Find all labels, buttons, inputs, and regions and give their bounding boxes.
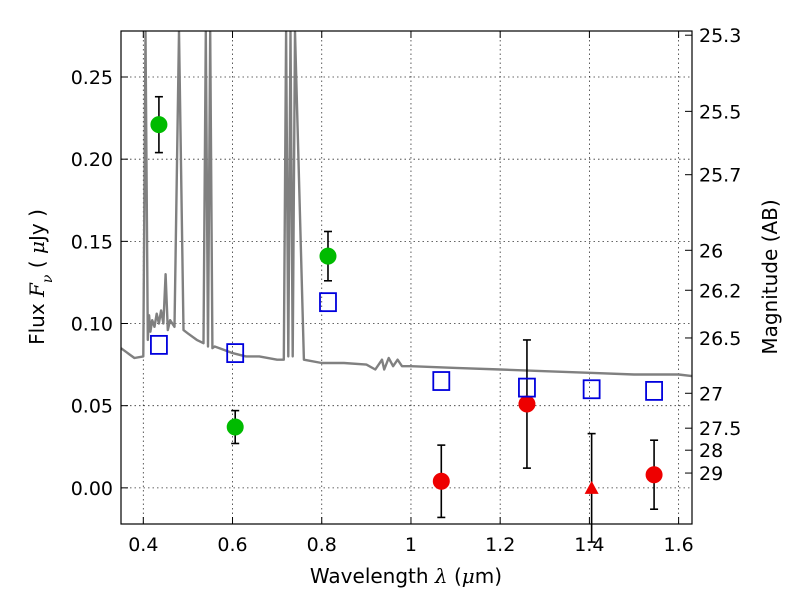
x-tick-label: 1.6: [664, 534, 694, 556]
y2-axis-title: Magnitude (AB): [758, 199, 782, 354]
grid-lines: [121, 31, 692, 524]
spectrum-line: [120, 30, 693, 378]
x-tick-label: 0.8: [307, 534, 337, 556]
y-tick-label: 0.05: [71, 396, 113, 418]
y-tick-label: 0.25: [71, 67, 113, 89]
x-tick-label: 1.2: [485, 534, 515, 556]
y-axis-title: Flux Fν ( μJy ): [25, 209, 56, 345]
plot-frame: [120, 30, 693, 525]
y2-tick-label: 25.3: [699, 25, 741, 47]
x-tick-label: 1.4: [574, 534, 604, 556]
model-flux-marker: [582, 379, 601, 400]
y2-tick-label: 29: [699, 463, 723, 485]
x-tick-label: 0.4: [128, 534, 158, 556]
data-point: [226, 418, 244, 436]
x-axis-title: Wavelength λ (μm): [310, 564, 502, 588]
data-point: [150, 116, 168, 134]
data-point: [319, 247, 337, 265]
model-flux-marker: [645, 380, 663, 401]
y2-tick-label: 25.5: [699, 101, 741, 123]
y2-tick-label: 26.5: [699, 328, 741, 350]
y-tick-label: 0.10: [71, 314, 113, 336]
model-flux-marker: [432, 371, 451, 391]
y-tick-label: 0.15: [71, 231, 113, 253]
model-flux-marker: [319, 292, 337, 313]
data-markers: [150, 95, 663, 543]
model-flux-marker: [150, 334, 168, 355]
y-tick-label: 0.00: [71, 478, 113, 500]
axis-ticks: [121, 31, 692, 524]
y2-tick-label: 27.5: [699, 418, 741, 440]
data-point: [432, 472, 450, 490]
y2-tick-label: 27: [699, 383, 723, 405]
upper-limit-marker: [584, 480, 599, 494]
x-tick-label: 0.6: [217, 534, 247, 556]
data-point: [518, 395, 536, 413]
model-spectrum: [120, 30, 693, 378]
y2-tick-label: 26: [699, 240, 723, 262]
y2-tick-label: 26.2: [699, 280, 741, 302]
x-tick-label: 1: [405, 534, 417, 556]
tick-labels: 0.4 0.6 0.8 1 1.2 1.4 1.6 0.00 0.05 0.10 0.15 0.20 0…: [71, 25, 742, 556]
y2-tick-label: 28: [699, 440, 723, 462]
data-point: [645, 466, 663, 484]
model-flux-marker: [226, 343, 245, 363]
model-flux-marker: [518, 377, 536, 398]
y-tick-label: 0.20: [71, 149, 113, 171]
y2-tick-label: 25.7: [699, 165, 741, 187]
